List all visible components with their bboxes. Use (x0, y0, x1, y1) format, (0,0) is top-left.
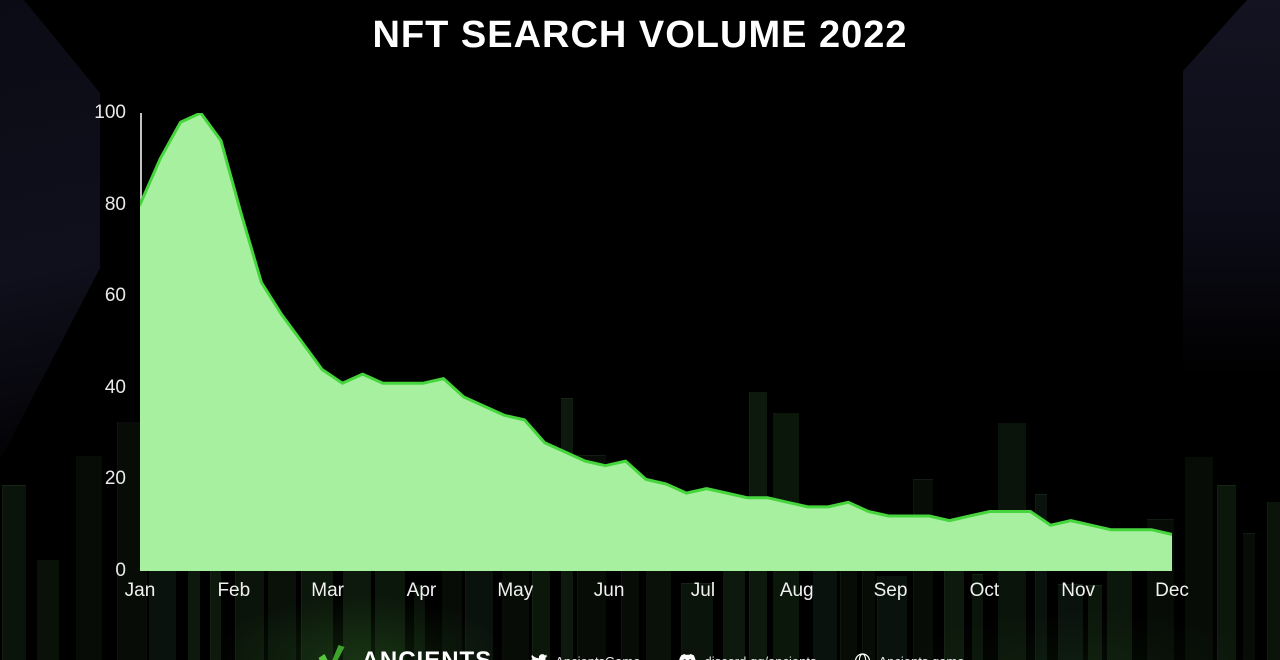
x-axis-label: Mar (311, 580, 344, 601)
backdrop-bar (75, 455, 102, 660)
backdrop-bar (840, 553, 857, 660)
x-axis-label: Apr (406, 580, 437, 601)
globe-icon (854, 653, 871, 660)
footer-link-text: AncientsGame (555, 654, 640, 660)
x-axis-label: May (497, 580, 534, 601)
backdrop-bar (413, 584, 426, 660)
footer-link-discord: discord.gg/ancients (678, 654, 816, 660)
footer-link-text: Ancients.game (878, 654, 964, 660)
brand: ANCIENTS (316, 645, 493, 660)
search-volume-line (140, 113, 1172, 536)
backdrop-bar (1267, 501, 1280, 660)
footer: ANCIENTS AncientsGame discord.gg/ancient… (316, 645, 964, 660)
x-axis-label: Jun (593, 580, 625, 601)
y-axis-tick-label: 40 (104, 376, 126, 398)
footer-link-website: Ancients.game (854, 653, 964, 660)
backdrop-bar (1088, 585, 1102, 660)
green-glow (210, 595, 510, 660)
x-axis-label: Jan (124, 580, 156, 601)
ancients-logo-icon (318, 645, 345, 660)
brand-name: ANCIENTS (362, 647, 493, 660)
y-axis-tick-label: 80 (104, 193, 126, 215)
twitter-icon (531, 653, 548, 660)
y-axis-tick-label: 100 (94, 102, 126, 123)
backdrop-bar (2, 485, 26, 660)
backdrop-bar (680, 583, 713, 660)
discord-icon (679, 654, 696, 660)
x-axis-label: Dec (1155, 580, 1189, 601)
backdrop-bar (1185, 456, 1214, 660)
x-axis-label: Feb (217, 580, 251, 601)
backdrop-bar (37, 559, 59, 660)
backdrop-bar (1035, 494, 1047, 660)
backdrop-bar (1216, 485, 1236, 660)
backdrop-bar (971, 574, 983, 660)
search-volume-area (140, 113, 1172, 571)
backdrop-bar (1243, 533, 1256, 660)
x-axis-label: Nov (1061, 580, 1096, 601)
backdrop-bar (1107, 563, 1133, 660)
y-axis-tick-label: 0 (115, 560, 126, 581)
backdrop-bar (876, 575, 907, 660)
footer-link-text: discord.gg/ancients (704, 654, 816, 660)
chart-title: NFT SEARCH VOLUME 2022 (372, 14, 908, 56)
x-axis-label: Oct (969, 580, 1000, 601)
y-axis-tick-label: 20 (104, 468, 126, 490)
y-axis-tick-label: 60 (104, 285, 126, 307)
backdrop-bar (1058, 584, 1083, 660)
x-axis-label: Jul (690, 580, 716, 601)
area-chart (140, 113, 1172, 571)
backdrop-bar (862, 550, 875, 660)
x-axis-label: Sep (873, 580, 908, 601)
x-axis-label: Aug (779, 580, 814, 601)
footer-link-twitter: AncientsGame (530, 654, 640, 660)
green-glow-right (900, 610, 1260, 660)
backdrop-bar (620, 564, 639, 660)
